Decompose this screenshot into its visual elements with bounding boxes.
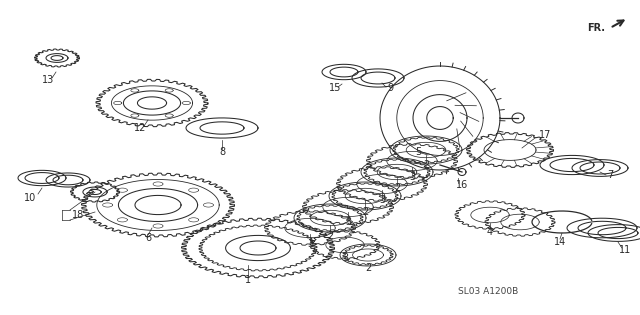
Text: 2: 2: [327, 231, 333, 241]
Text: SL03 A1200B: SL03 A1200B: [458, 288, 518, 296]
Text: 16: 16: [456, 180, 468, 190]
Text: 18: 18: [72, 210, 84, 220]
Text: 2: 2: [394, 183, 400, 193]
Text: 10: 10: [24, 193, 36, 203]
Text: 13: 13: [42, 75, 54, 85]
Text: 8: 8: [219, 147, 225, 157]
Text: 3: 3: [307, 239, 313, 249]
Text: 3: 3: [379, 195, 385, 205]
Text: 3: 3: [342, 253, 348, 263]
Text: 2: 2: [365, 263, 371, 273]
Text: 17: 17: [539, 130, 551, 140]
Text: 2: 2: [362, 207, 368, 217]
Text: 2: 2: [423, 160, 429, 170]
Text: 1: 1: [245, 275, 251, 285]
Text: 11: 11: [619, 245, 631, 255]
Text: 6: 6: [145, 233, 151, 243]
Text: 5: 5: [415, 147, 421, 157]
Text: 12: 12: [134, 123, 146, 133]
Text: 3: 3: [345, 217, 351, 227]
Text: 3: 3: [409, 172, 415, 182]
Text: 7: 7: [607, 170, 613, 180]
Text: FR.: FR.: [587, 23, 605, 33]
Text: 9: 9: [387, 83, 393, 93]
Text: 14: 14: [554, 237, 566, 247]
Text: 15: 15: [329, 83, 341, 93]
Text: 4: 4: [487, 227, 493, 237]
